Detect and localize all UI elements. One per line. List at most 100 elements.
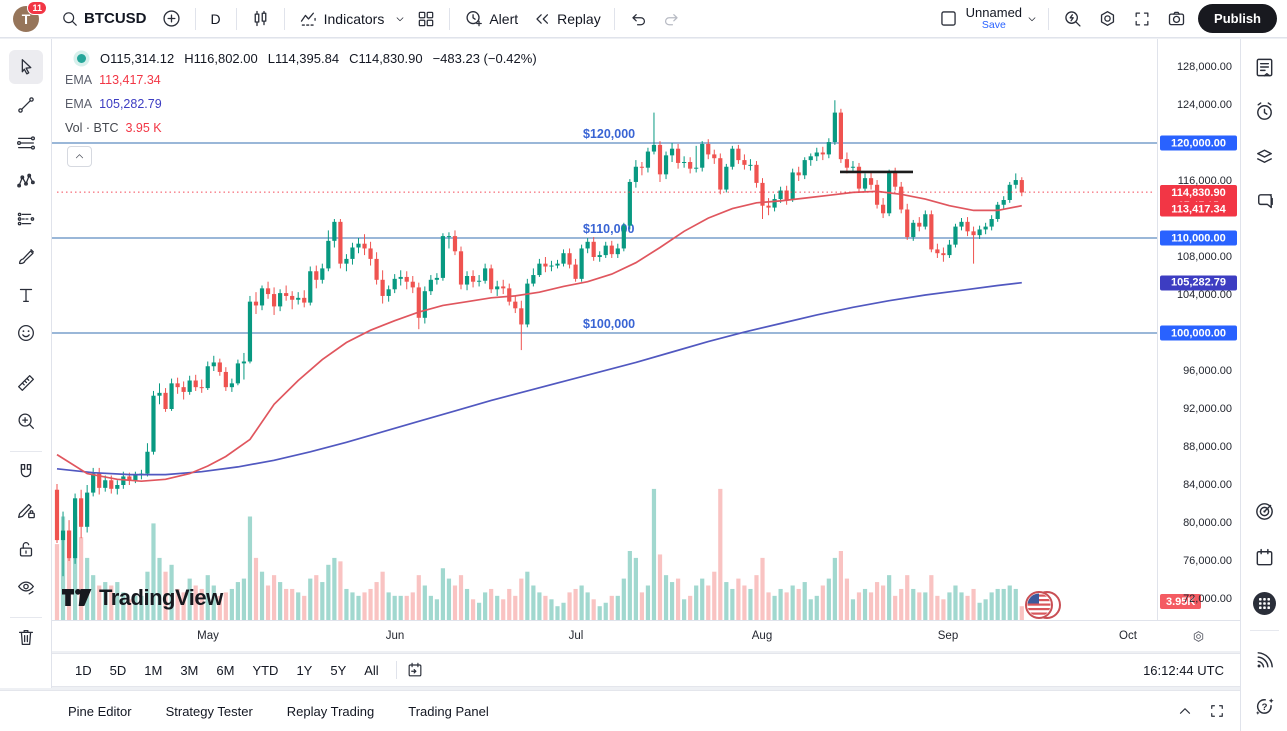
restore-panel-button[interactable] (1208, 702, 1226, 720)
pane-collapse-button[interactable] (67, 146, 92, 167)
series-status-dot (77, 53, 86, 63)
lock-drawings-tool[interactable] (9, 532, 43, 566)
ohlc-row[interactable]: O115,314.12 H116,802.00 L114,395.84 C114… (65, 48, 537, 68)
month-label: Oct (1119, 630, 1137, 642)
layout-name-button[interactable]: Unnamed Save (966, 6, 1022, 31)
broadcast-icon (1257, 651, 1273, 667)
price-tick[interactable]: 72,000.00 (1183, 593, 1232, 605)
alerts-panel-button[interactable] (1247, 94, 1281, 128)
range-button-ytd[interactable]: YTD (252, 662, 279, 678)
help-button[interactable]: ? (1247, 689, 1281, 723)
range-button-5y[interactable]: 5Y (330, 662, 347, 678)
time-axis[interactable]: May Jun Jul Aug Sep Oct (52, 620, 1240, 651)
price-badge[interactable]: 120,000.00 (1160, 135, 1237, 151)
brush-tool[interactable] (9, 240, 43, 274)
tab-pine-editor[interactable]: Pine Editor (68, 703, 132, 719)
price-tick[interactable]: 128,000.00 (1176, 61, 1232, 73)
ema-fast-row[interactable]: EMA 113,417.34 (65, 68, 537, 92)
price-badge[interactable]: 105,282.79 (1160, 275, 1237, 291)
toolbar-divider (449, 7, 451, 30)
price-tick[interactable]: 116,000.00 (1177, 175, 1232, 187)
fullscreen-button[interactable] (1125, 4, 1159, 34)
quick-search-button[interactable] (1055, 4, 1090, 34)
interval-button[interactable]: D (210, 10, 221, 27)
chart-pane[interactable]: $120,000 $110,000 $100,000 O115,314.12 H11… (52, 39, 1157, 620)
publish-button[interactable]: Publish (1198, 4, 1277, 33)
apps-grid-button[interactable] (1247, 586, 1281, 620)
range-button-1m[interactable]: 1M (144, 662, 163, 678)
expand-panel-button[interactable] (1176, 702, 1194, 720)
layout-manage-button[interactable] (931, 4, 966, 34)
chat-button[interactable] (1247, 184, 1281, 218)
ema-slow-line[interactable] (56, 281, 1022, 476)
screener-button[interactable] (1247, 494, 1281, 528)
pattern-tool[interactable] (9, 164, 43, 198)
price-badge[interactable]: 100,000.00 (1160, 325, 1237, 341)
user-avatar[interactable]: T 11 (13, 0, 47, 32)
month-label: Jul (568, 630, 584, 642)
layout-grid-button[interactable] (409, 4, 443, 34)
chart-settings-button[interactable] (1090, 4, 1125, 34)
cursor-tool[interactable] (8, 50, 43, 84)
indicator-templates-chevron[interactable] (391, 4, 409, 34)
ema-slow-row[interactable]: EMA 105,282.79 (65, 92, 537, 116)
price-badge[interactable]: 110,000.00 (1160, 230, 1237, 246)
price-tick[interactable]: 124,000.00 (1176, 99, 1232, 111)
projection-tool[interactable] (9, 202, 43, 236)
text-tool[interactable] (9, 278, 43, 312)
range-button-1d[interactable]: 1D (75, 662, 92, 678)
magnet-tool[interactable] (9, 455, 43, 489)
price-tick[interactable]: 108,000.00 (1176, 251, 1232, 263)
axis-settings-button[interactable] (1191, 629, 1206, 647)
tradingview-logo-icon (62, 588, 92, 606)
symbol-search-button[interactable]: BTCUSD (53, 4, 154, 34)
volume-row[interactable]: Vol · BTC 3.95 K (65, 116, 537, 140)
price-scale[interactable]: 114,830.90 07:47:15 3.95K 128,000.00124,… (1157, 39, 1240, 620)
undo-button[interactable] (621, 4, 655, 34)
zoom-in-tool[interactable] (9, 404, 43, 438)
range-button-5d[interactable]: 5D (109, 662, 127, 678)
measure-tool[interactable] (9, 366, 43, 400)
price-badge[interactable]: 113,417.34 (1160, 201, 1237, 217)
object-tree-button[interactable] (1247, 139, 1281, 173)
price-tick[interactable]: 104,000.00 (1176, 289, 1232, 301)
layout-chevron-button[interactable] (1022, 4, 1042, 34)
go-to-date-button[interactable] (405, 660, 425, 680)
alert-button[interactable]: Alert (456, 4, 525, 34)
watchlist-button[interactable] (1247, 50, 1281, 84)
calendar-button[interactable] (1247, 540, 1281, 574)
price-tick[interactable]: 88,000.00 (1183, 441, 1232, 453)
emoji-tool[interactable] (9, 316, 43, 350)
hide-drawings-tool[interactable] (9, 570, 43, 604)
price-tick[interactable]: 76,000.00 (1183, 555, 1232, 567)
price-tick[interactable]: 96,000.00 (1183, 365, 1232, 377)
price-tick[interactable]: 80,000.00 (1183, 517, 1232, 529)
range-button-3m[interactable]: 3M (180, 662, 199, 678)
range-button-6m[interactable]: 6M (216, 662, 235, 678)
ema-fast-line[interactable] (56, 190, 1022, 483)
tab-replay-trading[interactable]: Replay Trading (286, 703, 375, 719)
tab-trading-panel[interactable]: Trading Panel (408, 703, 489, 719)
level-lines[interactable]: $120,000 $110,000 $100,000 (52, 127, 1157, 334)
snapshot-button[interactable] (1159, 4, 1194, 34)
remove-drawings-tool[interactable] (9, 620, 43, 654)
redo-button[interactable] (655, 4, 689, 34)
utc-clock[interactable]: 16:12:44 UTC (1143, 662, 1224, 678)
indicators-button[interactable]: Indicators (291, 4, 392, 34)
drawing-mode-tool[interactable] (9, 493, 43, 527)
trend-line-icon (17, 97, 34, 113)
range-button-all[interactable]: All (364, 662, 379, 678)
streams-button[interactable] (1247, 643, 1281, 677)
compare-add-symbol-button[interactable] (154, 4, 189, 34)
candlestick-chart[interactable]: $120,000 $110,000 $100,000 (52, 39, 1157, 620)
chart-style-button[interactable] (243, 4, 278, 34)
replay-button[interactable]: Replay (525, 4, 608, 34)
save-link[interactable]: Save (981, 18, 1006, 31)
fib-retracement-tool[interactable] (9, 126, 43, 160)
trend-line-tool[interactable] (9, 88, 43, 122)
range-button-1y[interactable]: 1Y (296, 662, 313, 678)
price-tick[interactable]: 84,000.00 (1183, 479, 1232, 491)
price-tick[interactable]: 92,000.00 (1183, 403, 1232, 415)
top-toolbar: T 11 BTCUSD D Indicators (0, 0, 1287, 38)
tab-strategy-tester[interactable]: Strategy Tester (165, 703, 253, 719)
